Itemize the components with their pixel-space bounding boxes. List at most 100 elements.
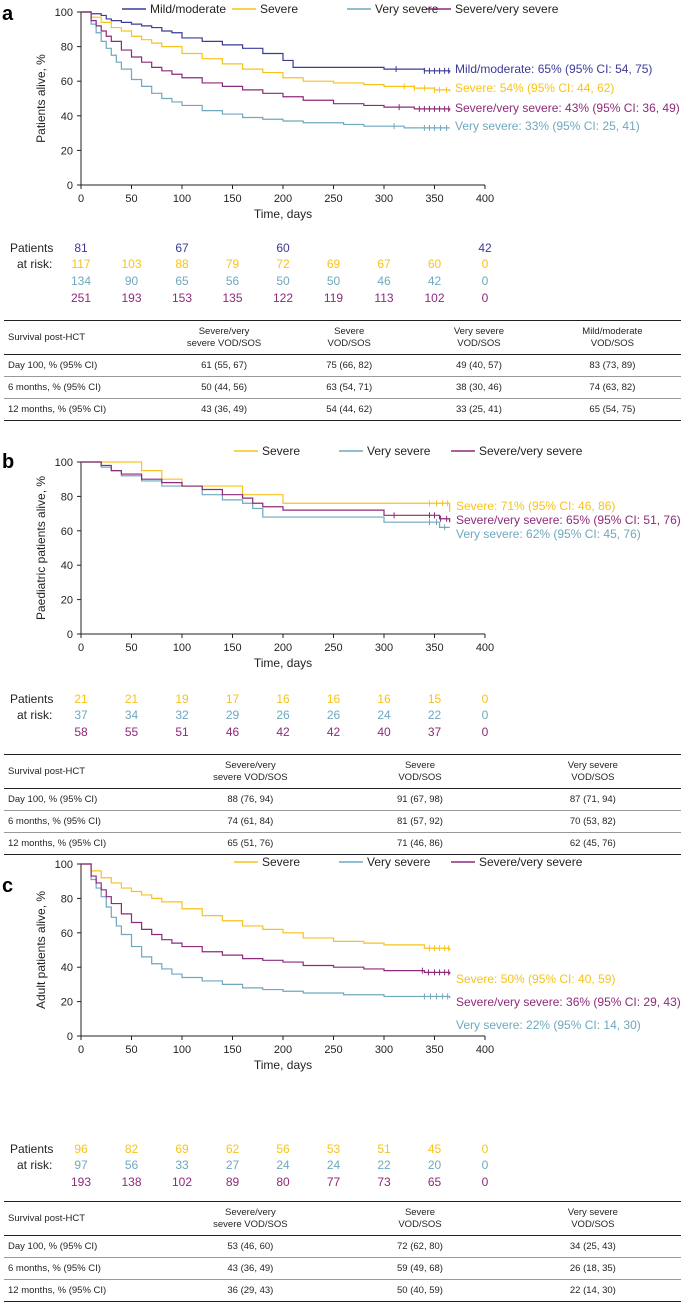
table-header-cell: Severe/very severe VOD/SOS: [213, 1206, 288, 1230]
risk-count-svs: 37: [428, 725, 442, 739]
x-tick-label: 250: [324, 1044, 342, 1056]
y-tick-label: 80: [61, 491, 73, 503]
table-row: 12 months, % (95% CI) 36 (29, 43) 50 (40, …: [4, 1280, 681, 1302]
x-axis-label: Time, days: [254, 1058, 312, 1072]
table-cell: 88 (76, 94): [227, 794, 274, 805]
risk-count-vs: 0: [482, 708, 489, 722]
km-chart-panel-a: a 0 50 100 150 200 250 300 350 400 0 20 40 60 80 100 Tim…: [2, 2, 680, 305]
table-cell: Day 100, % (95% CI): [8, 360, 98, 371]
risk-count-sev: 69: [327, 257, 341, 271]
legend-label: Very severe: [367, 855, 431, 869]
x-tick-label: 200: [274, 1044, 292, 1056]
risk-count-svs: 122: [273, 291, 293, 305]
risk-count-svs: 51: [175, 725, 189, 739]
series-annotation-sev: Severe: 54% (95% CI: 44, 62): [455, 81, 614, 95]
legend-item-svs: Severe/very severe: [451, 444, 583, 458]
table-cell: 6 months, % (95% CI): [8, 816, 101, 827]
risk-count-sev: 88: [175, 257, 189, 271]
risk-count-vs: 97: [74, 1158, 88, 1172]
table-cell: 70 (53, 82): [569, 816, 616, 827]
x-tick-label: 300: [375, 1044, 393, 1056]
series-line-sev: [81, 461, 451, 512]
legend-item-vs: Very severe: [339, 444, 431, 458]
risk-count-svs: 102: [172, 1175, 192, 1189]
risk-count-svs: 113: [374, 291, 393, 305]
risk-count-svs: 42: [327, 725, 341, 739]
legend-label: Severe: [262, 444, 300, 458]
risk-count-svs: 102: [424, 291, 444, 305]
legend-label: Very severe: [367, 444, 431, 458]
series-annotation-vs: Very severe: 62% (95% CI: 45, 76): [456, 527, 641, 541]
legend-item-sev: Severe: [234, 444, 300, 458]
table-cell: 36 (29, 43): [227, 1285, 274, 1296]
y-axis-label: Paediatric patients alive, %: [34, 476, 48, 620]
legend-label: Mild/moderate: [150, 2, 226, 16]
x-tick-label: 50: [125, 193, 137, 205]
series-annotation-svs: Severe/very severe: 65% (95% CI: 51, 76): [456, 513, 681, 527]
series-annotation-vs: Very severe: 22% (95% CI: 14, 30): [456, 1018, 641, 1032]
panel-label: a: [2, 3, 14, 25]
series-annotation-sev: Severe: 50% (95% CI: 40, 59): [456, 972, 615, 986]
y-tick-label: 20: [61, 997, 73, 1009]
risk-count-svs: 135: [222, 291, 242, 305]
series-line-svs: [81, 863, 451, 975]
x-tick-label: 150: [223, 193, 241, 205]
y-tick-label: 100: [55, 7, 73, 19]
series-line-mm: [81, 11, 451, 73]
km-chart-panel-b: b0 50 100 150 200 250 300 350 400020406080100Tim…: [2, 444, 681, 739]
risk-count-vs: 20: [428, 1158, 442, 1172]
risk-count-sev: 62: [226, 1142, 240, 1156]
risk-count-sev: 16: [377, 692, 391, 706]
legend-item-svs: Severe/very severe: [427, 2, 559, 16]
risk-count-sev: 72: [276, 257, 290, 271]
risk-label-line1: Patients: [10, 692, 53, 706]
table-cell: 12 months, % (95% CI): [8, 838, 107, 849]
risk-count-vs: 56: [226, 274, 240, 288]
risk-count-sev: 16: [327, 692, 341, 706]
risk-count-mm: 67: [175, 241, 189, 255]
risk-count-sev: 21: [125, 692, 139, 706]
risk-label-line1: Patients: [10, 1142, 53, 1156]
series-line-svs: [81, 461, 451, 523]
legend-label: Very severe: [375, 2, 439, 16]
series-line-vs: [81, 863, 451, 999]
risk-count-svs: 251: [71, 291, 91, 305]
x-tick-label: 400: [476, 1044, 494, 1056]
x-tick-label: 100: [173, 642, 191, 654]
series-line-sev: [81, 11, 451, 92]
y-axis-label: Patients alive, %: [34, 54, 48, 143]
x-tick-label: 350: [425, 193, 443, 205]
legend-item-sev: Severe: [232, 2, 298, 16]
risk-count-sev: 17: [226, 692, 240, 706]
risk-count-sev: 67: [377, 257, 391, 271]
table-header-cell: Survival post-HCT: [8, 765, 86, 777]
x-tick-label: 300: [375, 642, 393, 654]
table-header-cell: Very severe VOD/SOS: [567, 759, 618, 783]
y-tick-label: 0: [67, 629, 73, 641]
risk-count-sev: 69: [175, 1142, 189, 1156]
x-tick-label: 250: [324, 193, 342, 205]
table-cell: 81 (57, 92): [397, 816, 443, 827]
series-line-svs: [81, 11, 451, 111]
table-header-cell: Survival post-HCT: [8, 331, 86, 343]
series-annotation-vs: Very severe: 33% (95% CI: 25, 41): [455, 119, 640, 133]
risk-count-sev: 21: [74, 692, 88, 706]
table-cell: 12 months, % (95% CI): [8, 1285, 107, 1296]
risk-label-line2: at risk:: [17, 1158, 52, 1172]
x-tick-label: 250: [324, 642, 342, 654]
risk-count-vs: 22: [428, 708, 442, 722]
risk-count-vs: 90: [125, 274, 139, 288]
table-cell: 53 (46, 60): [227, 1241, 274, 1252]
risk-count-mm: 81: [74, 241, 88, 255]
series-line-sev: [81, 863, 451, 950]
risk-count-vs: 32: [175, 708, 189, 722]
risk-count-vs: 27: [226, 1158, 240, 1172]
risk-count-sev: 96: [74, 1142, 88, 1156]
table-cell: 22 (14, 30): [569, 1285, 616, 1296]
risk-count-svs: 40: [377, 725, 391, 739]
table-cell: 65 (51, 76): [227, 838, 274, 849]
risk-count-svs: 42: [276, 725, 290, 739]
risk-count-svs: 153: [172, 291, 192, 305]
y-tick-label: 0: [67, 180, 73, 192]
x-tick-label: 200: [274, 642, 292, 654]
